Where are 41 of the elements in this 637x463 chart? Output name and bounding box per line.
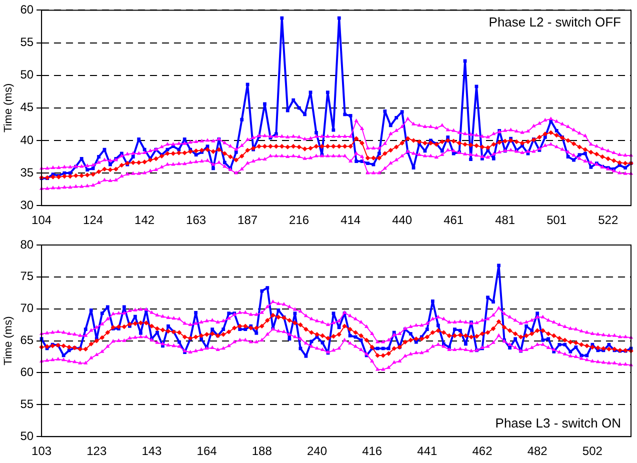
x-tick-label: 104	[32, 213, 52, 228]
annotation: Phase L2 - switch OFF	[488, 14, 622, 30]
y-tick-label: 70	[20, 301, 34, 316]
x-tick-label: 123	[86, 444, 107, 458]
y-axis-title: Time (ms)	[2, 83, 15, 132]
y-tick-label: 80	[20, 237, 34, 252]
x-tick-label: 501	[546, 213, 567, 228]
x-tick-label: 142	[134, 213, 155, 228]
x-tick-label: 240	[306, 444, 328, 458]
y-tick-label: 35	[20, 165, 34, 180]
y-tick-label: 45	[20, 100, 34, 114]
x-tick-label: 103	[32, 444, 52, 458]
x-tick-label: 440	[392, 213, 412, 228]
x-tick-label: 481	[495, 213, 516, 228]
x-tick-label: 216	[289, 213, 310, 228]
x-tick-label: 124	[83, 213, 104, 228]
x-tick-label: 143	[142, 444, 162, 458]
x-tick-label: 414	[340, 213, 361, 228]
y-tick-label: 60	[20, 2, 34, 17]
x-tick-label: 462	[472, 444, 493, 458]
annotation: Phase L3 - switch ON	[495, 416, 621, 431]
y-tick-label: 55	[20, 35, 34, 50]
x-tick-label: 482	[527, 444, 548, 458]
y-tick-label: 75	[20, 269, 34, 284]
y-tick-label: 30	[20, 198, 34, 212]
y-tick-label: 55	[20, 396, 34, 411]
x-tick-label: 416	[362, 444, 382, 458]
x-tick-label: 502	[582, 444, 603, 458]
x-tick-label: 164	[196, 444, 218, 458]
y-tick-label: 50	[20, 428, 34, 443]
x-tick-label: 522	[598, 213, 618, 228]
x-tick-label: 187	[238, 213, 258, 228]
y-tick-label: 40	[20, 132, 34, 147]
x-tick-label: 461	[444, 213, 464, 228]
y-tick-label: 60	[20, 365, 34, 380]
y-tick-label: 50	[20, 68, 34, 82]
x-tick-label: 188	[252, 444, 272, 458]
y-axis-title: Time (ms)	[2, 316, 15, 366]
y-tick-label: 65	[20, 333, 34, 348]
x-tick-label: 441	[417, 444, 438, 458]
x-tick-label: 163	[186, 213, 206, 228]
